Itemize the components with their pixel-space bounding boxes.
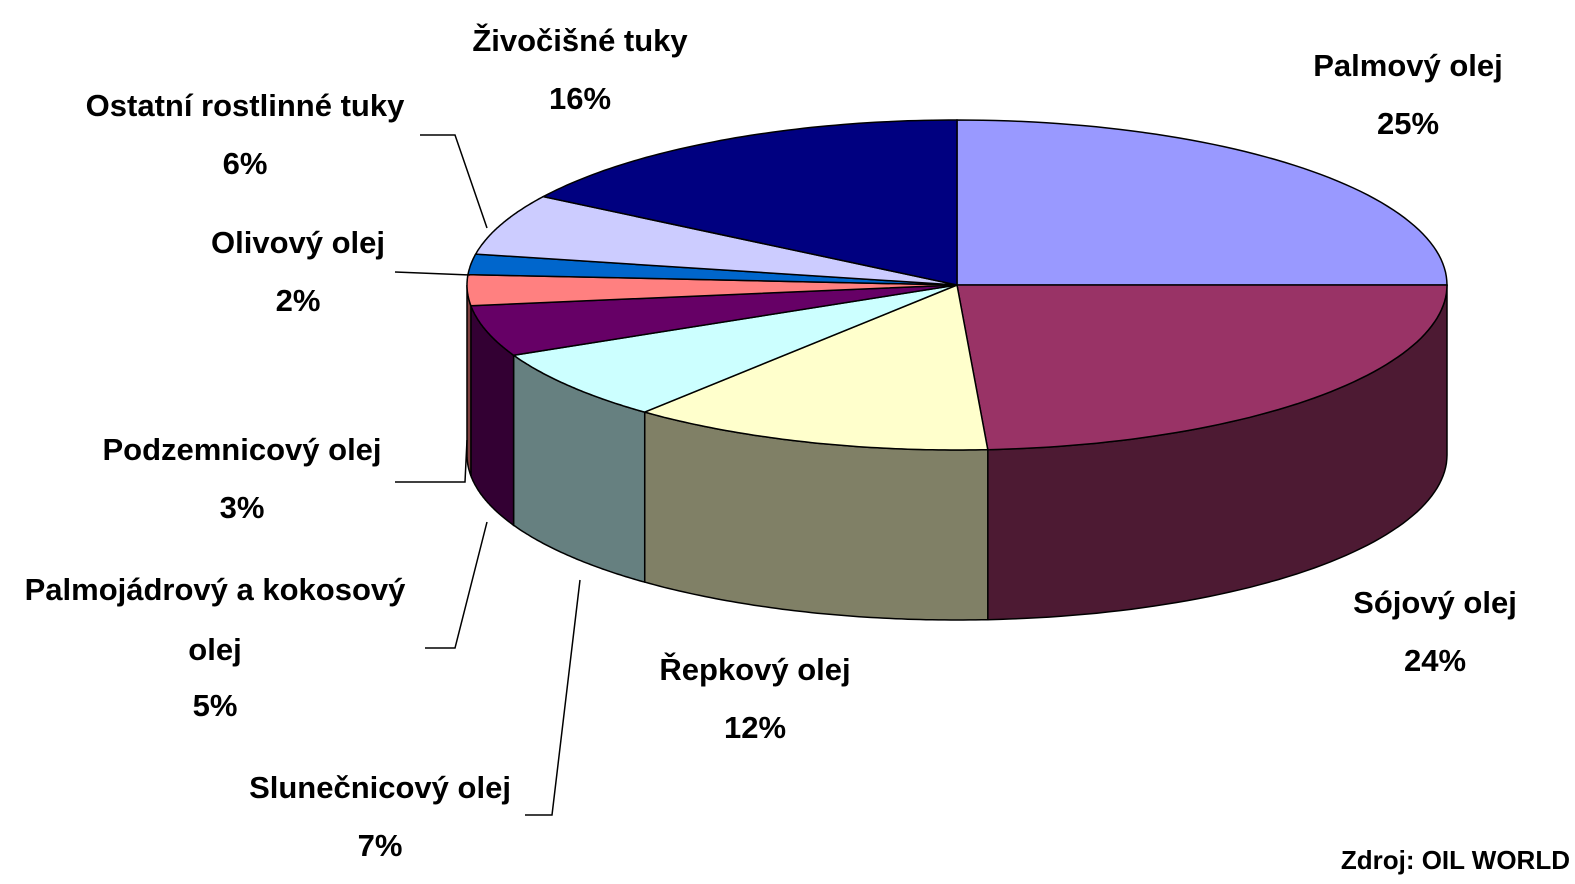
slice-value-label: 7% (358, 828, 403, 863)
slice-value-label: 2% (276, 283, 321, 318)
slice-label: Ostatní rostlinné tuky (86, 88, 405, 123)
leader-line (394, 271, 471, 276)
source-note: Zdroj: OIL WORLD (1341, 845, 1570, 875)
slice-label: Palmový olej (1313, 48, 1503, 83)
slice-value-label: 12% (724, 710, 786, 745)
slice-label: Slunečnicový olej (249, 770, 511, 805)
pie-slice (474, 195, 958, 286)
slice-value-label: 6% (223, 146, 268, 181)
slice-label: Podzemnicový olej (102, 432, 381, 467)
pie-slice (466, 273, 958, 307)
pie-slice (956, 119, 1448, 286)
slice-label: Živočišné tuky (472, 22, 688, 58)
slice-label: Olivový olej (211, 225, 385, 260)
pie-slice (956, 284, 1448, 451)
slice-label: Palmojádrový a kokosový olej (25, 572, 407, 667)
slice-value-label: 16% (549, 81, 611, 116)
pie-slice (642, 283, 989, 451)
slice-value-label: 5% (193, 688, 238, 723)
slice-value-label: 25% (1377, 106, 1439, 141)
slice-label: Řepkový olej (659, 651, 850, 687)
pie-slice (469, 284, 958, 357)
pie-slice (511, 284, 958, 413)
pie-side (466, 285, 472, 477)
leader-line (395, 439, 468, 483)
pie-slice (541, 119, 958, 286)
slice-label: Sójový olej (1353, 585, 1517, 620)
slice-value-label: 3% (220, 490, 265, 525)
slice-value-label: 24% (1404, 643, 1466, 678)
leader-line (525, 579, 581, 816)
leader-line (420, 134, 488, 229)
leader-line (425, 521, 488, 649)
